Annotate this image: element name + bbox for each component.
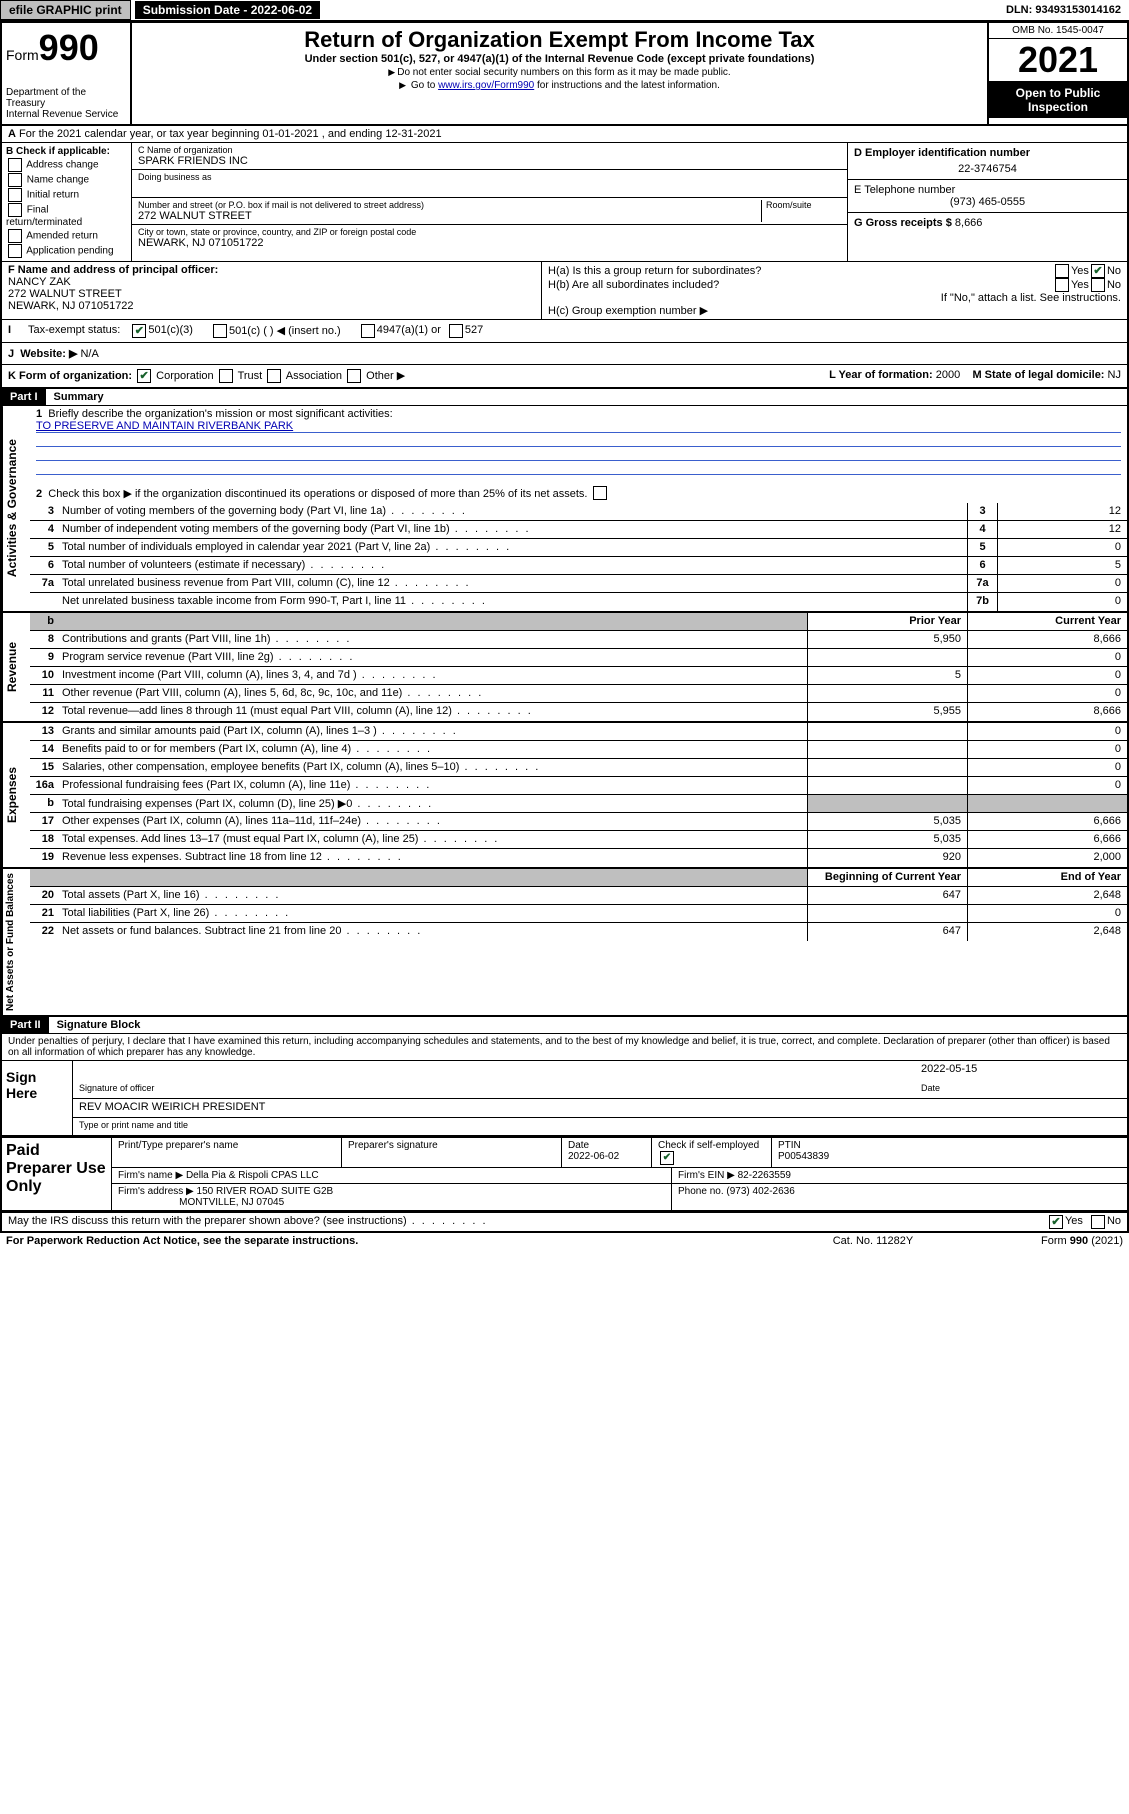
firm-addr2: MONTVILLE, NJ 07045 (179, 1197, 284, 1208)
chk-hb-yes[interactable] (1055, 278, 1069, 292)
dept-label: Department of the Treasury Internal Reve… (6, 87, 126, 120)
org-address: 272 WALNUT STREET (138, 210, 761, 222)
declaration-text: Under penalties of perjury, I declare th… (2, 1034, 1127, 1060)
officer-name: REV MOACIR WEIRICH PRESIDENT (79, 1101, 265, 1115)
form-title: Return of Organization Exempt From Incom… (140, 27, 979, 53)
chk-amended[interactable] (8, 229, 22, 243)
section-b: B Check if applicable: Address change Na… (2, 143, 132, 261)
sign-date: 2022-05-15 (921, 1063, 1121, 1079)
sign-here-label: Sign Here (2, 1061, 72, 1135)
form-id-box: Form990 Department of the Treasury Inter… (2, 23, 132, 124)
chk-self-employed[interactable] (660, 1151, 674, 1165)
chk-trust[interactable] (219, 369, 233, 383)
firm-name: Della Pia & Rispoli CPAS LLC (186, 1170, 319, 1181)
hb-note: If "No," attach a list. See instructions… (548, 292, 1121, 304)
hb-label: H(b) Are all subordinates included? (548, 279, 1053, 291)
org-name: SPARK FRIENDS INC (138, 155, 841, 167)
chk-initial[interactable] (8, 188, 22, 202)
hc-label: H(c) Group exemption number ▶ (548, 304, 1121, 317)
phone-label: E Telephone number (854, 184, 1121, 196)
form-footer: Form 990 (2021) (973, 1235, 1123, 1247)
chk-ha-yes[interactable] (1055, 264, 1069, 278)
part1-title: Summary (46, 389, 112, 405)
chk-discuss-yes[interactable] (1049, 1215, 1063, 1229)
vtab-governance: Activities & Governance (2, 406, 30, 611)
form-subtitle: Under section 501(c), 527, or 4947(a)(1)… (140, 53, 979, 65)
section-f: F Name and address of principal officer:… (2, 262, 542, 319)
name-title-label: Type or print name and title (79, 1120, 188, 1133)
note-ssn: Do not enter social security numbers on … (140, 67, 979, 78)
efile-button[interactable]: efile GRAPHIC print (0, 0, 131, 20)
gross-label: G Gross receipts $ (854, 217, 952, 229)
room-label: Room/suite (766, 200, 841, 210)
city-label: City or town, state or province, country… (138, 227, 841, 237)
org-name-label: C Name of organization (138, 145, 841, 155)
chk-address[interactable] (8, 158, 22, 172)
chk-assoc[interactable] (267, 369, 281, 383)
state-domicile: NJ (1108, 369, 1121, 381)
chk-527[interactable] (449, 324, 463, 338)
dln-label: DLN: 93493153014162 (998, 2, 1129, 18)
vtab-revenue: Revenue (2, 613, 30, 721)
vtab-expenses: Expenses (2, 723, 30, 867)
chk-pending[interactable] (8, 244, 22, 258)
hdr-current: Current Year (967, 613, 1127, 630)
mission-label: Briefly describe the organization's miss… (48, 408, 392, 420)
chk-501c3[interactable] (132, 324, 146, 338)
ptin-value: P00543839 (778, 1151, 829, 1162)
cat-no: Cat. No. 11282Y (773, 1235, 973, 1247)
chk-corp[interactable] (137, 369, 151, 383)
form-org-label: K Form of organization: (8, 370, 132, 382)
prep-date: 2022-06-02 (568, 1151, 619, 1162)
gross-value: 8,666 (955, 217, 983, 229)
website-label: Website: ▶ (20, 348, 77, 360)
irs-link[interactable]: www.irs.gov/Form990 (438, 80, 534, 91)
part2-title: Signature Block (49, 1017, 149, 1033)
line2-text: Check this box ▶ if the organization dis… (48, 488, 587, 500)
org-city: NEWARK, NJ 071051722 (138, 237, 841, 249)
chk-4947[interactable] (361, 324, 375, 338)
firm-phone: (973) 402-2636 (726, 1186, 794, 1197)
chk-final[interactable] (8, 203, 22, 217)
chk-other[interactable] (347, 369, 361, 383)
hdr-end: End of Year (967, 869, 1127, 886)
firm-ein: 82-2263559 (738, 1170, 791, 1181)
part1-header: Part I (2, 389, 46, 405)
sig-officer-label: Signature of officer (79, 1083, 921, 1096)
website-value: N/A (80, 348, 98, 360)
ein-label: D Employer identification number (854, 147, 1030, 159)
hdr-prior: Prior Year (807, 613, 967, 630)
year-formation: 2000 (936, 369, 960, 381)
chk-ha-no[interactable] (1091, 264, 1105, 278)
tax-year: 2021 (989, 39, 1127, 82)
chk-hb-no[interactable] (1091, 278, 1105, 292)
paid-preparer-label: Paid Preparer Use Only (2, 1138, 112, 1210)
chk-501c[interactable] (213, 324, 227, 338)
sig-date-label: Date (921, 1083, 1121, 1096)
addr-label: Number and street (or P.O. box if mail i… (138, 200, 761, 210)
form-label: Form (6, 47, 39, 63)
phone-value: (973) 465-0555 (854, 196, 1121, 208)
paperwork-notice: For Paperwork Reduction Act Notice, see … (6, 1235, 358, 1247)
form-number: 990 (39, 27, 99, 68)
tax-status-label: Tax-exempt status: (28, 324, 120, 338)
vtab-netassets: Net Assets or Fund Balances (2, 869, 30, 1015)
omb-number: OMB No. 1545-0047 (989, 23, 1127, 39)
open-public: Open to Public Inspection (989, 82, 1127, 118)
line-a: A For the 2021 calendar year, or tax yea… (2, 126, 1127, 143)
ein-value: 22-3746754 (854, 163, 1121, 175)
part2-header: Part II (2, 1017, 49, 1033)
discuss-label: May the IRS discuss this return with the… (8, 1215, 1047, 1229)
hdr-begin: Beginning of Current Year (807, 869, 967, 886)
note-goto: Go to www.irs.gov/Form990 for instructio… (140, 80, 979, 91)
dba-label: Doing business as (138, 172, 841, 182)
firm-addr1: 150 RIVER ROAD SUITE G2B (197, 1186, 334, 1197)
chk-discontinued[interactable] (593, 486, 607, 500)
submission-date: Submission Date - 2022-06-02 (135, 1, 320, 19)
mission-text[interactable]: TO PRESERVE AND MAINTAIN RIVERBANK PARK (36, 420, 293, 432)
chk-discuss-no[interactable] (1091, 1215, 1105, 1229)
ha-label: H(a) Is this a group return for subordin… (548, 265, 1053, 277)
chk-name[interactable] (8, 173, 22, 187)
